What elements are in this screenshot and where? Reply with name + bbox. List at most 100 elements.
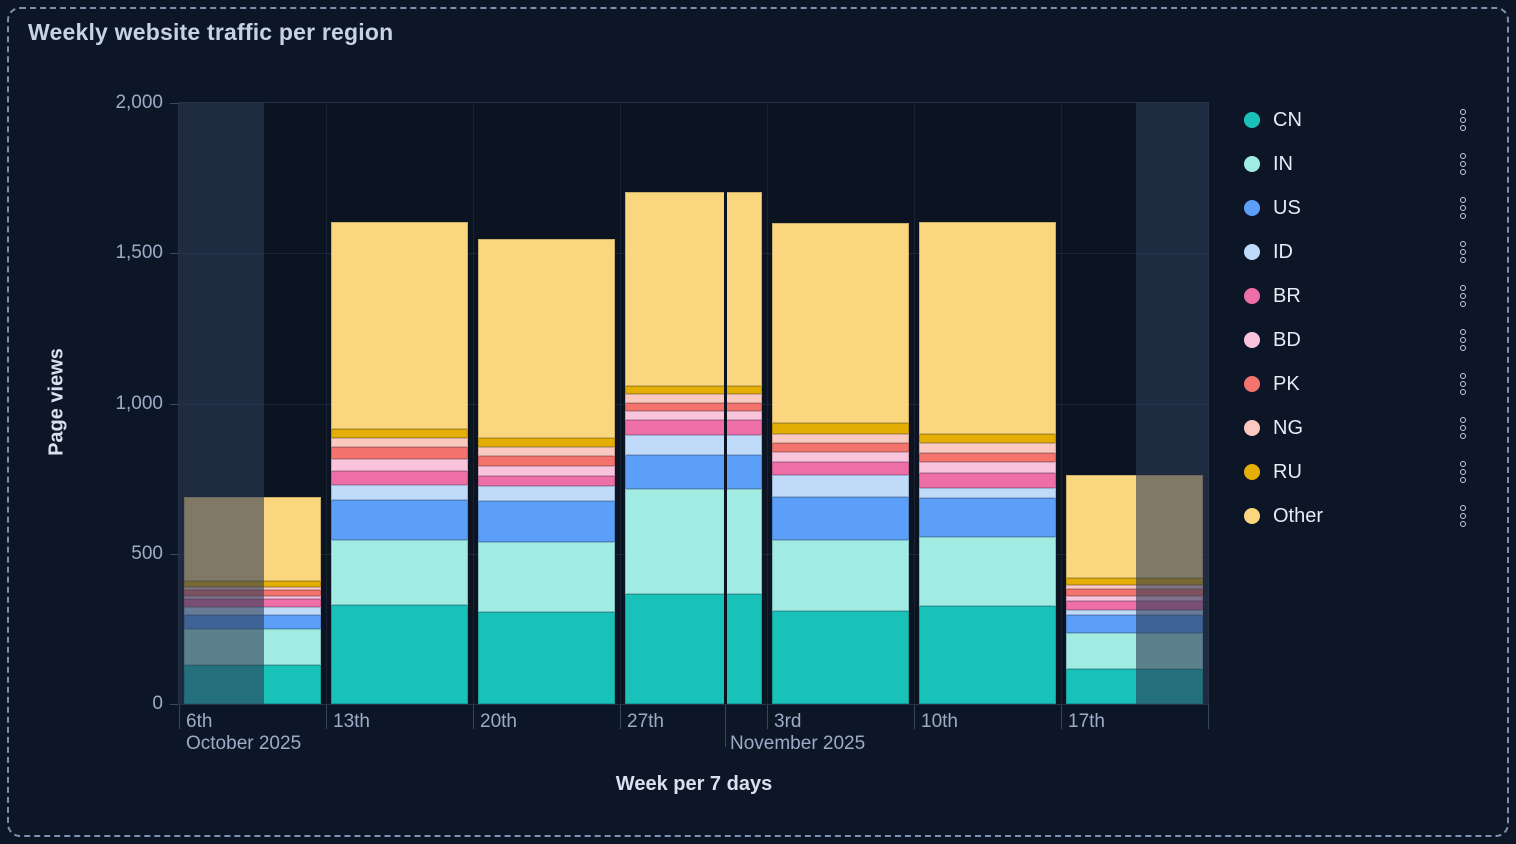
bar-segment[interactable] xyxy=(625,386,762,394)
bar[interactable] xyxy=(772,222,909,704)
bar-segment[interactable] xyxy=(1066,596,1203,601)
bar[interactable] xyxy=(919,222,1056,704)
bar-segment[interactable] xyxy=(919,472,1056,489)
bar-segment[interactable] xyxy=(478,438,615,447)
legend-item[interactable]: US xyxy=(1244,194,1470,222)
bar-segment[interactable] xyxy=(919,537,1056,607)
bar-segment[interactable] xyxy=(625,393,762,403)
bar-segment[interactable] xyxy=(331,499,468,541)
bar-segment[interactable] xyxy=(1066,610,1203,616)
bar-segment[interactable] xyxy=(625,454,762,490)
bar-segment[interactable] xyxy=(772,222,909,424)
bar-segment[interactable] xyxy=(919,433,1056,444)
gridline-vertical xyxy=(767,103,768,704)
more-options-icon[interactable] xyxy=(1456,107,1470,133)
legend-item[interactable]: BD xyxy=(1244,326,1470,354)
more-options-icon[interactable] xyxy=(1456,195,1470,221)
bar-segment[interactable] xyxy=(478,501,615,542)
bar-segment[interactable] xyxy=(478,486,615,502)
legend-item[interactable]: BR xyxy=(1244,282,1470,310)
bar-segment[interactable] xyxy=(478,239,615,439)
bar-segment[interactable] xyxy=(919,606,1056,704)
bar-segment[interactable] xyxy=(772,442,909,452)
bar-segment[interactable] xyxy=(331,540,468,605)
legend-color-dot xyxy=(1244,112,1260,128)
bar-segment[interactable] xyxy=(331,470,468,485)
bar-segment[interactable] xyxy=(1066,589,1203,597)
bar-segment[interactable] xyxy=(331,604,468,704)
legend: CN IN US ID BR BD PK NG RU Other xyxy=(1244,106,1470,546)
bar-segment[interactable] xyxy=(331,428,468,439)
legend-item[interactable]: ID xyxy=(1244,238,1470,266)
legend-item-label: BD xyxy=(1273,328,1301,351)
more-options-icon[interactable] xyxy=(1456,459,1470,485)
bar-segment[interactable] xyxy=(625,489,762,595)
more-options-icon[interactable] xyxy=(1456,239,1470,265)
bar-segment[interactable] xyxy=(625,402,762,412)
bar-segment[interactable] xyxy=(625,594,762,704)
bar-segment[interactable] xyxy=(1066,600,1203,611)
bar-segment[interactable] xyxy=(478,476,615,487)
bar-segment[interactable] xyxy=(478,466,615,477)
legend-item-label: PK xyxy=(1273,372,1300,395)
legend-item[interactable]: CN xyxy=(1244,106,1470,134)
legend-color-dot xyxy=(1244,464,1260,480)
bar-segment[interactable] xyxy=(625,411,762,420)
more-options-icon[interactable] xyxy=(1456,415,1470,441)
bar-segment[interactable] xyxy=(331,484,468,500)
bar-segment[interactable] xyxy=(331,221,468,429)
plot-area xyxy=(178,102,1209,705)
bar-segment[interactable] xyxy=(919,488,1056,499)
legend-item[interactable]: PK xyxy=(1244,370,1470,398)
bar[interactable] xyxy=(331,221,468,704)
y-tick-label: 1,000 xyxy=(115,392,163,414)
x-tick-mark xyxy=(620,705,621,729)
bar-segment[interactable] xyxy=(772,540,909,611)
y-tick-label: 0 xyxy=(152,693,163,714)
bar-segment[interactable] xyxy=(625,435,762,455)
bar-segment[interactable] xyxy=(625,192,762,387)
bar-segment[interactable] xyxy=(919,462,1056,473)
legend-item[interactable]: IN xyxy=(1244,150,1470,178)
bar-segment[interactable] xyxy=(919,498,1056,538)
bar-segment[interactable] xyxy=(1066,585,1203,590)
bar-segment[interactable] xyxy=(772,496,909,541)
bar[interactable] xyxy=(625,192,762,704)
bar-segment[interactable] xyxy=(478,541,615,613)
bar-segment[interactable] xyxy=(919,443,1056,453)
more-options-icon[interactable] xyxy=(1456,283,1470,309)
bar-segment[interactable] xyxy=(772,451,909,462)
bar-segment[interactable] xyxy=(331,458,468,471)
bar-segment[interactable] xyxy=(625,419,762,436)
bar-segment[interactable] xyxy=(331,438,468,448)
bar-segment[interactable] xyxy=(772,475,909,497)
legend-color-dot xyxy=(1244,244,1260,260)
legend-item[interactable]: NG xyxy=(1244,414,1470,442)
legend-item[interactable]: Other xyxy=(1244,502,1470,530)
legend-item-label: IN xyxy=(1273,152,1293,175)
bar-segment[interactable] xyxy=(772,423,909,434)
bar-segment[interactable] xyxy=(772,610,909,704)
more-options-icon[interactable] xyxy=(1456,327,1470,353)
bar-segment[interactable] xyxy=(772,433,909,443)
bar-segment[interactable] xyxy=(478,446,615,457)
bar-segment[interactable] xyxy=(1066,578,1203,586)
gridline-vertical xyxy=(326,103,327,704)
legend-item-label: CN xyxy=(1273,108,1302,131)
more-options-icon[interactable] xyxy=(1456,503,1470,529)
bar-segment[interactable] xyxy=(919,222,1056,434)
bar-segment[interactable] xyxy=(478,612,615,704)
bar-segment[interactable] xyxy=(919,452,1056,463)
legend-item[interactable]: RU xyxy=(1244,458,1470,486)
x-tick-label: 20th xyxy=(480,711,517,732)
bar-segment[interactable] xyxy=(478,456,615,467)
legend-color-dot xyxy=(1244,508,1260,524)
more-options-icon[interactable] xyxy=(1456,151,1470,177)
bar[interactable] xyxy=(478,239,615,704)
legend-item-label: US xyxy=(1273,196,1301,219)
more-options-icon[interactable] xyxy=(1456,371,1470,397)
x-tick-mark xyxy=(326,705,327,729)
bar-segment[interactable] xyxy=(772,461,909,476)
bar-segment[interactable] xyxy=(331,447,468,459)
legend-item-label: Other xyxy=(1273,504,1324,527)
